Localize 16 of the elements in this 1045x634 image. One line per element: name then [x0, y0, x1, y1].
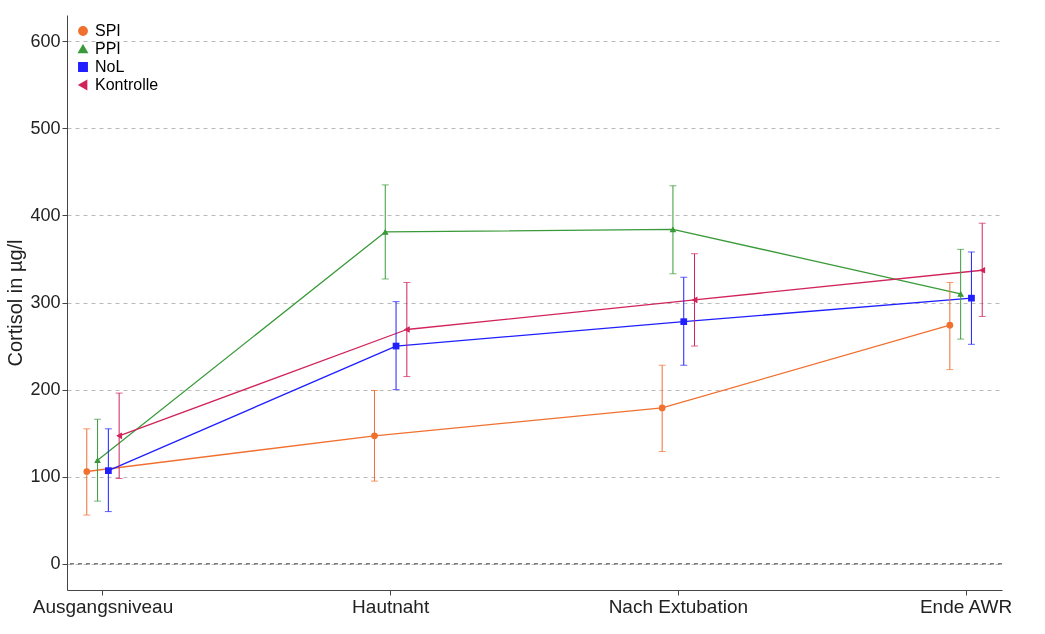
- legend-label: NoL: [95, 58, 125, 75]
- y-tick-label: 500: [30, 117, 61, 138]
- y-tick-label: 0: [50, 553, 61, 574]
- y-tick-label: 400: [30, 204, 61, 225]
- y-axis-title: Cortisol in µg/l: [4, 239, 27, 367]
- legend-label: SPI: [95, 22, 121, 39]
- x-tick-label: Nach Extubation: [608, 595, 749, 617]
- y-tick-label: 600: [30, 30, 61, 51]
- x-tick-label: Hautnaht: [352, 595, 430, 617]
- x-tick-label: Ende AWR: [919, 595, 1013, 617]
- legend-label: PPI: [95, 40, 121, 57]
- y-tick-label: 300: [30, 292, 61, 312]
- y-tick-label: 100: [30, 466, 61, 487]
- x-tick-label: Ausgangsniveau: [32, 595, 174, 617]
- legend-label: Kontrolle: [95, 76, 159, 93]
- y-tick-label: 200: [30, 379, 61, 400]
